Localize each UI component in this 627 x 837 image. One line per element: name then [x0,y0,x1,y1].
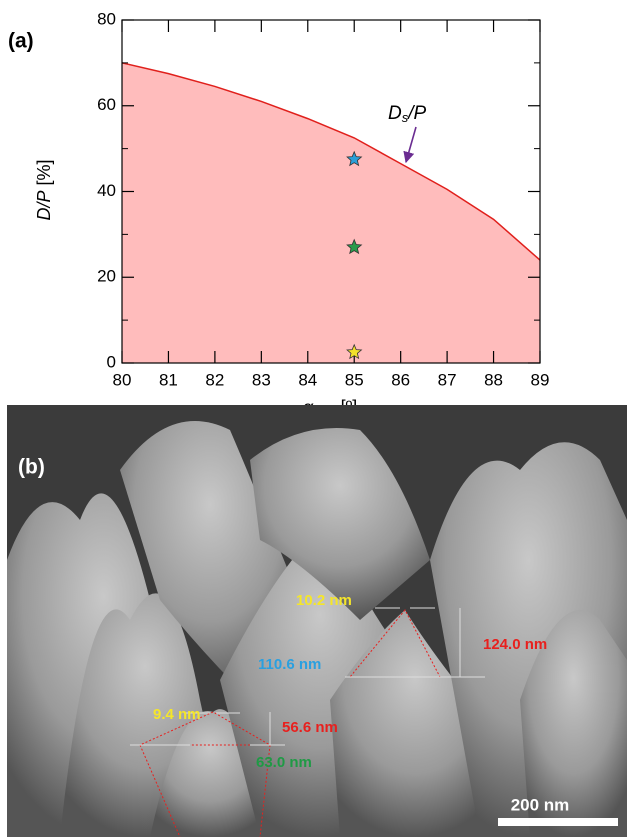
panel-a: (a) D/P [%] αmax [º] Ds/P 80818283848586… [8,9,549,419]
x-tick-label: 84 [298,370,317,389]
x-tick-label: 88 [484,370,503,389]
annotation-arrow [406,127,416,162]
y-tick-label: 80 [97,9,116,28]
scale-bar [498,818,618,826]
annotation: Ds/P [388,103,427,125]
x-tick-label: 86 [391,370,410,389]
measure-label: 110.6 nm [258,656,321,673]
panel-label: (b) [18,456,45,479]
x-tick-label: 87 [438,370,457,389]
x-tick-label: 83 [252,370,271,389]
scale-bar-label: 200 nm [511,795,570,814]
annotation-main: D [388,103,402,124]
y-label-rest: [%] [34,159,54,190]
y-label-italic: D/P [34,191,54,221]
y-tick-label: 40 [97,181,116,200]
y-tick-label: 60 [97,95,116,114]
area [122,63,540,363]
x-tick-label: 80 [113,370,132,389]
measure-label: 63.0 nm [256,754,312,771]
x-tick-label: 85 [345,370,364,389]
y-tick-label: 0 [107,352,116,371]
panel-b: (b) 200 nm 10.2 nm 124.0 nm 110.6 nm 9.4 nm… [7,405,627,837]
measure-label: 9.4 nm [153,706,201,723]
y-axis-label: D/P [%] [34,159,54,220]
measure-label: 10.2 nm [296,592,352,609]
figure: (a) D/P [%] αmax [º] Ds/P 80818283848586… [0,0,627,837]
measure-label: 56.6 nm [282,719,338,736]
x-tick-label: 89 [531,370,550,389]
y-tick-label: 20 [97,267,116,286]
x-tick-label: 81 [159,370,178,389]
panel-label: (a) [8,30,34,53]
x-tick-label: 82 [205,370,224,389]
annotation-tail: /P [406,103,426,124]
measure-label: 124.0 nm [483,636,547,653]
